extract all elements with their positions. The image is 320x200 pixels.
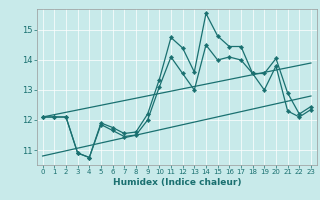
X-axis label: Humidex (Indice chaleur): Humidex (Indice chaleur): [113, 178, 241, 187]
